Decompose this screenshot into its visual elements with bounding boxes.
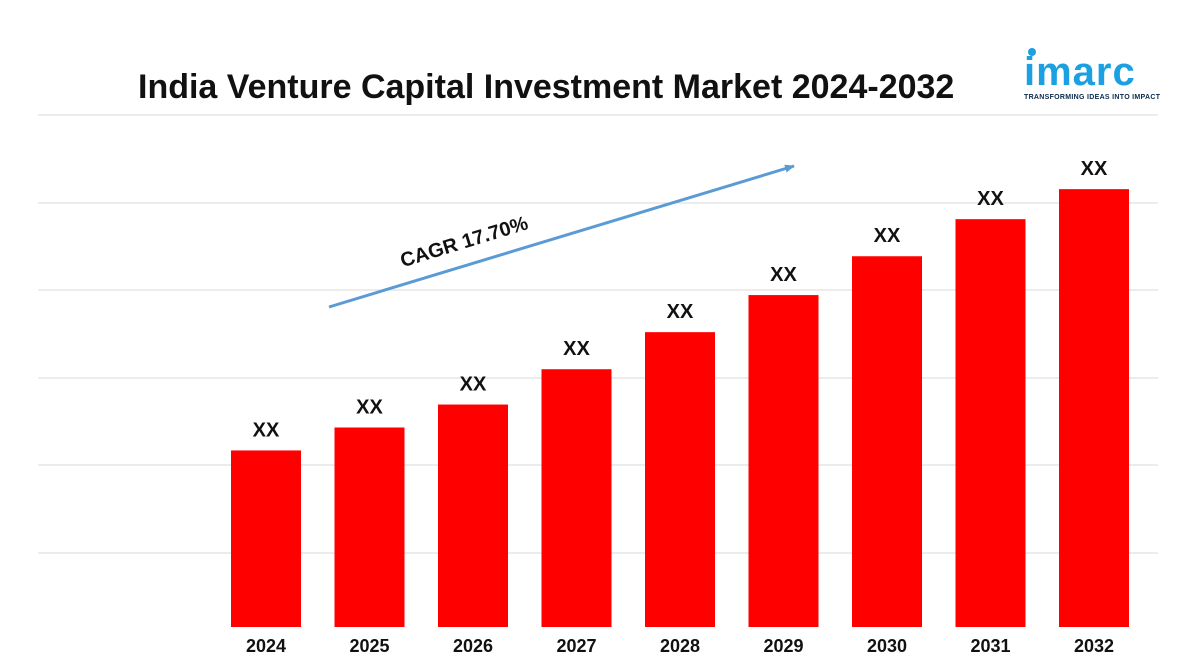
cagr-arrow bbox=[328, 164, 795, 309]
bar-2025 bbox=[334, 427, 405, 627]
x-tick-label-2030: 2030 bbox=[867, 636, 907, 656]
data-label-2027: XX bbox=[563, 338, 590, 360]
bar-2030 bbox=[852, 256, 922, 627]
chart-title: India Venture Capital Investment Market … bbox=[138, 68, 955, 106]
data-label-2029: XX bbox=[770, 264, 797, 286]
bar-2026 bbox=[438, 404, 508, 627]
x-tick-label-2032: 2032 bbox=[1074, 636, 1114, 656]
data-label-2031: XX bbox=[977, 188, 1004, 210]
bars bbox=[231, 189, 1129, 627]
bar-2024 bbox=[231, 450, 301, 627]
bar-2032 bbox=[1059, 189, 1129, 627]
data-label-2032: XX bbox=[1081, 158, 1108, 180]
logo-tagline: TRANSFORMING IDEAS INTO IMPACT bbox=[1024, 94, 1161, 101]
data-label-2028: XX bbox=[667, 301, 694, 323]
value-labels: XX XX XX XX XX XX XX XX XX bbox=[253, 158, 1108, 441]
x-tick-label-2026: 2026 bbox=[453, 636, 493, 656]
logo-dot-icon bbox=[1028, 48, 1036, 56]
x-tick-label-2027: 2027 bbox=[556, 636, 596, 656]
bar-2031 bbox=[955, 219, 1026, 627]
x-tick-label-2024: 2024 bbox=[246, 636, 286, 656]
logo-wordmark: imarc bbox=[1024, 50, 1136, 94]
bar-2028 bbox=[645, 332, 715, 627]
x-tick-label-2029: 2029 bbox=[763, 636, 803, 656]
bar-2029 bbox=[748, 295, 819, 627]
cagr-annotation: CAGR 17.70% bbox=[328, 164, 795, 309]
data-label-2030: XX bbox=[874, 225, 901, 247]
data-label-2025: XX bbox=[356, 396, 383, 418]
x-tick-label-2028: 2028 bbox=[660, 636, 700, 656]
cagr-label: CAGR 17.70% bbox=[398, 212, 531, 272]
data-label-2024: XX bbox=[253, 419, 280, 441]
x-tick-label-2031: 2031 bbox=[970, 636, 1010, 656]
data-label-2026: XX bbox=[460, 374, 487, 396]
imarc-logo: imarc TRANSFORMING IDEAS INTO IMPACT bbox=[1024, 46, 1160, 106]
x-axis-labels: 2024 2025 2026 2027 2028 2029 2030 2031 2032 bbox=[246, 636, 1114, 656]
bar-2027 bbox=[541, 369, 612, 627]
x-tick-label-2025: 2025 bbox=[349, 636, 389, 656]
